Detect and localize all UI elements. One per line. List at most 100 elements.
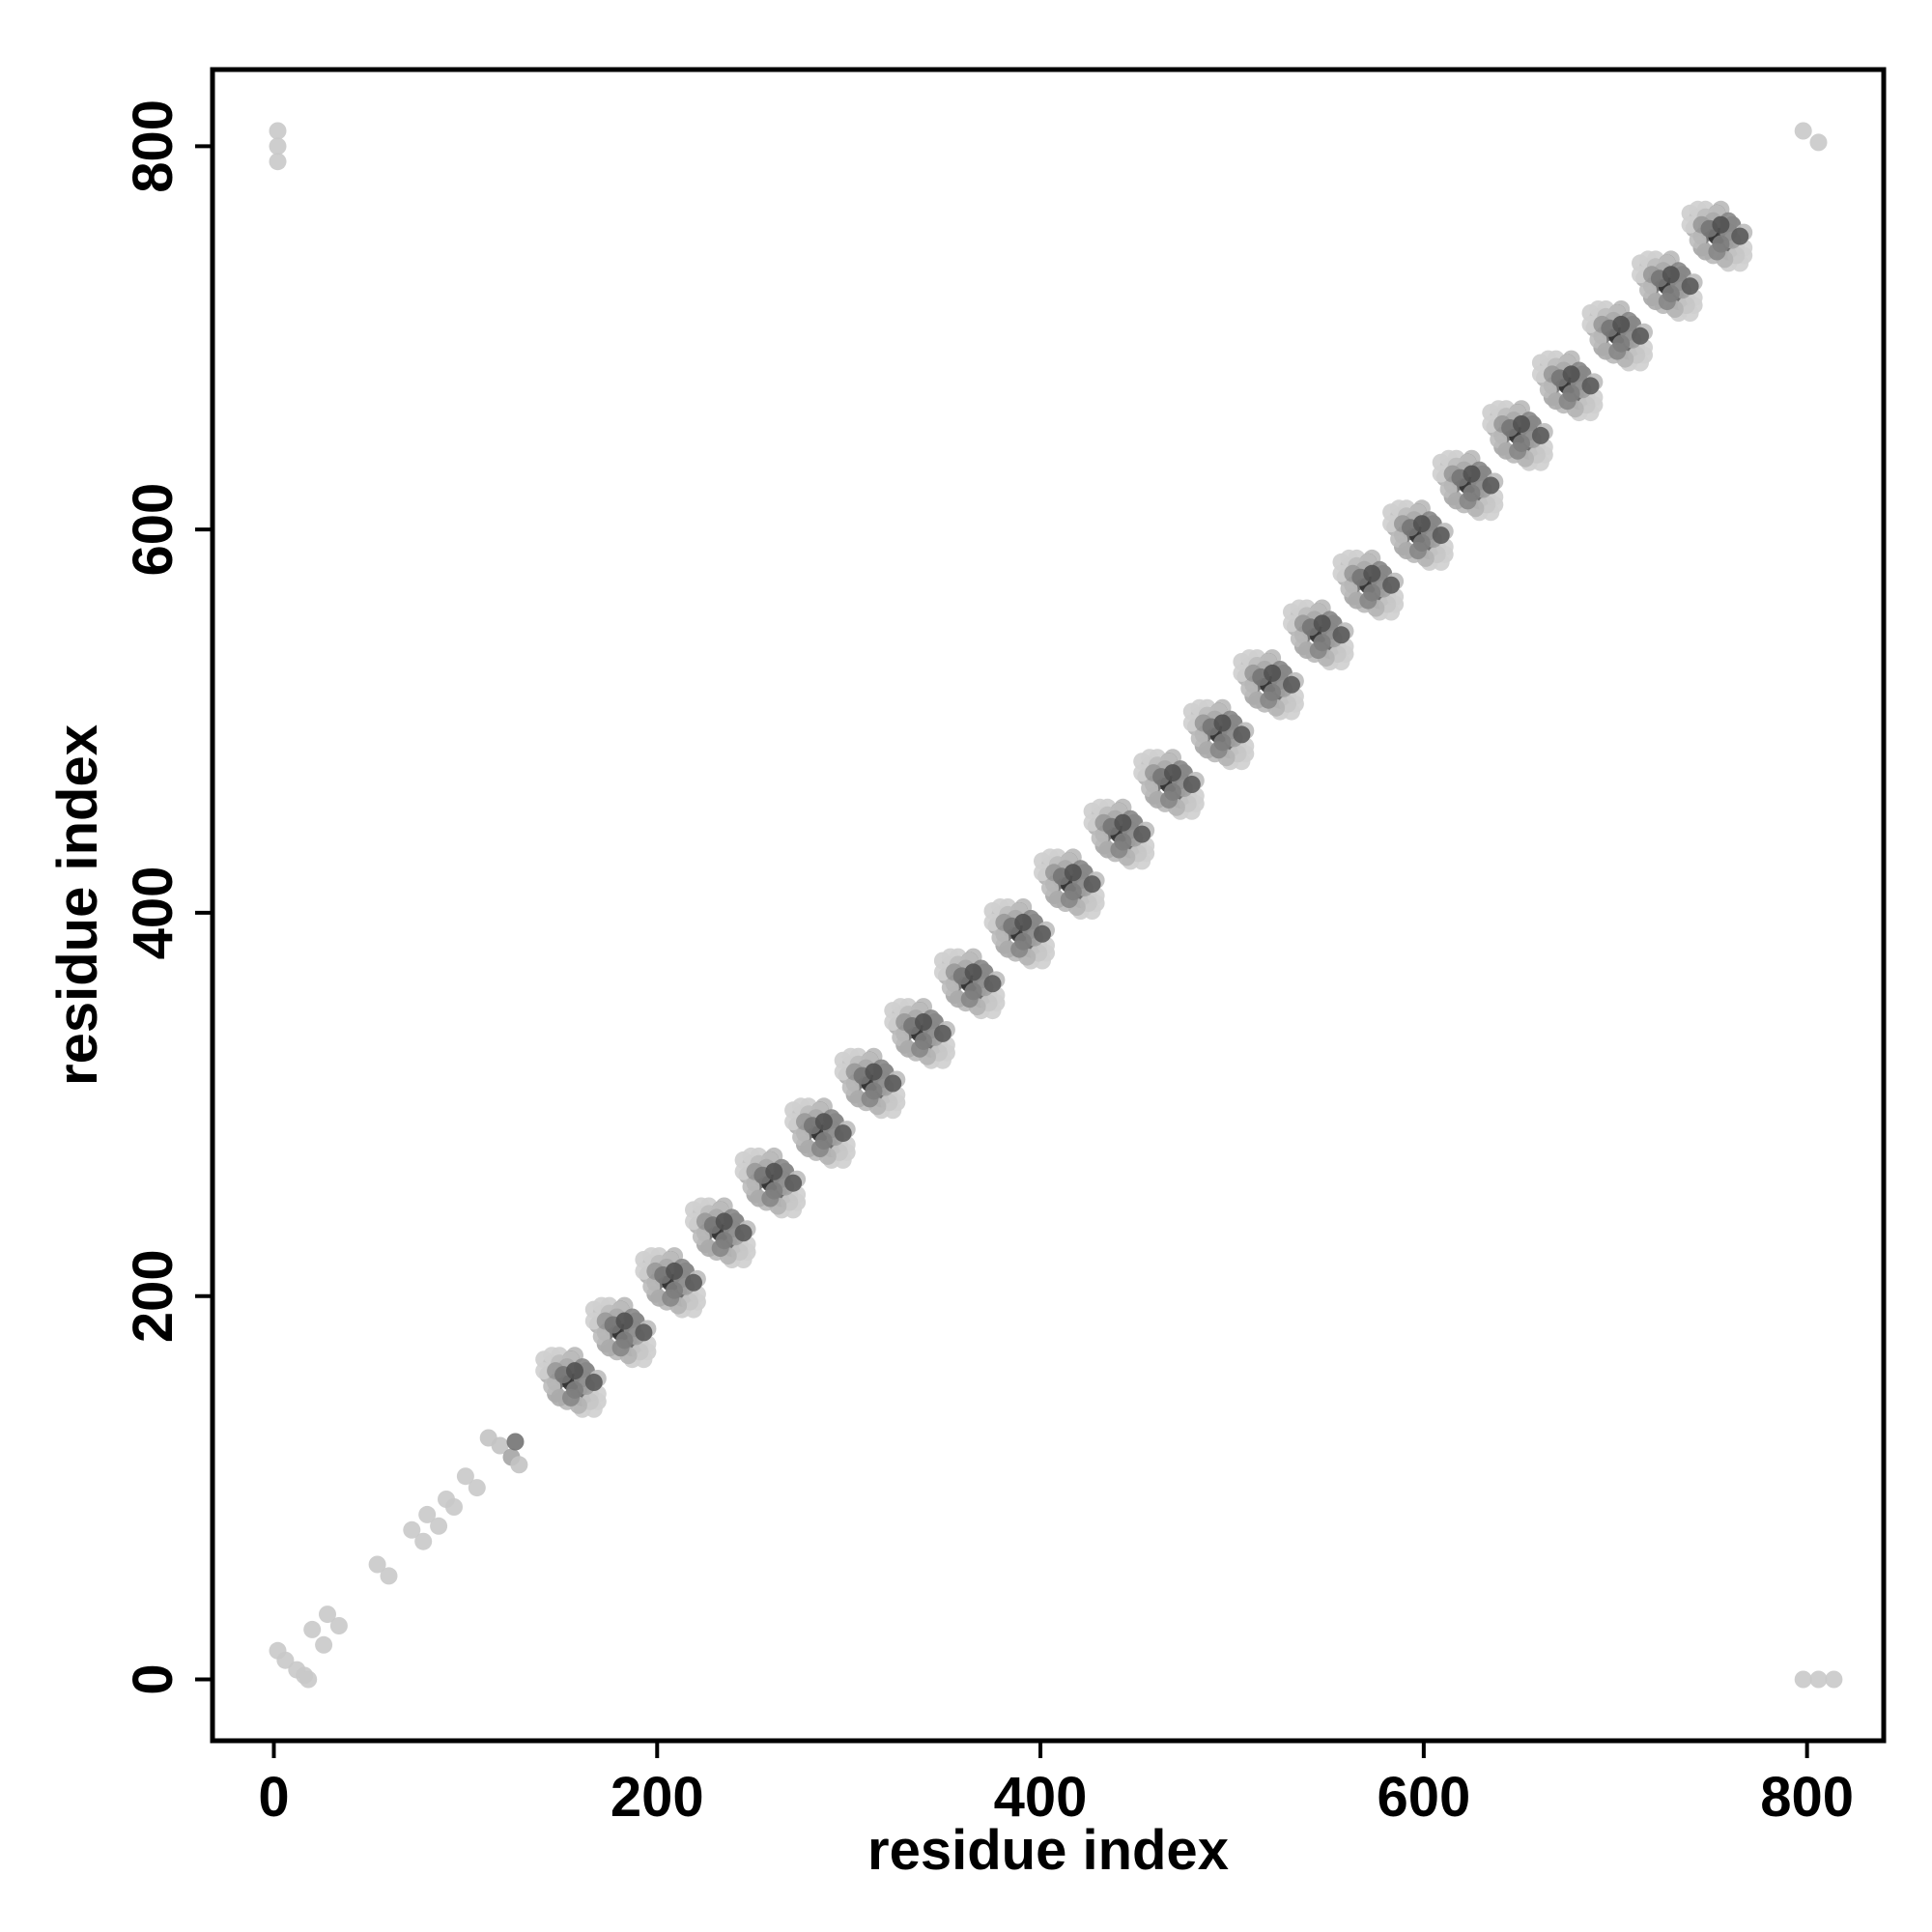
data-point <box>315 1635 333 1654</box>
data-point <box>566 1362 583 1380</box>
data-point <box>368 1555 386 1574</box>
data-point <box>1164 764 1181 782</box>
x-tick-label: 600 <box>1377 1766 1470 1829</box>
data-point <box>734 1224 753 1242</box>
data-point <box>615 1312 634 1330</box>
data-point <box>1213 733 1232 752</box>
data-point <box>1313 634 1331 652</box>
x-tick-label: 400 <box>994 1766 1088 1829</box>
data-point <box>1581 377 1600 395</box>
data-point <box>319 1605 336 1624</box>
data-point <box>666 1262 684 1280</box>
data-point <box>1363 564 1381 582</box>
y-tick-label: 0 <box>122 1663 185 1694</box>
data-point <box>303 1620 322 1638</box>
data-point <box>1681 277 1699 296</box>
data-points <box>269 122 1843 1689</box>
data-point <box>1264 664 1282 682</box>
x-tick-label: 800 <box>1760 1766 1854 1829</box>
x-axis-label: residue index <box>867 1819 1229 1882</box>
data-point <box>269 153 287 171</box>
data-point <box>715 1232 733 1250</box>
data-point <box>1233 725 1251 744</box>
data-point <box>865 1082 883 1100</box>
data-point <box>1632 327 1649 345</box>
data-point <box>430 1517 448 1535</box>
plot-frame <box>210 67 1887 1744</box>
data-point <box>1213 714 1232 732</box>
data-point <box>418 1505 437 1523</box>
data-point <box>1531 426 1549 444</box>
data-point <box>1332 626 1350 644</box>
data-point <box>765 1162 783 1180</box>
data-point <box>1794 1670 1812 1689</box>
x-tick-label: 200 <box>611 1766 704 1829</box>
data-point <box>1612 334 1631 353</box>
data-point <box>1432 526 1450 545</box>
data-point <box>1662 266 1680 284</box>
data-point <box>1164 782 1181 801</box>
data-point <box>865 1063 883 1081</box>
data-point <box>1264 683 1282 701</box>
data-point <box>1412 534 1431 552</box>
data-point <box>1064 864 1082 882</box>
x-axis-ticks: 0 200 400 600 800 <box>258 1741 1854 1829</box>
data-point <box>414 1532 433 1550</box>
data-point <box>1363 583 1381 602</box>
data-point <box>329 1617 348 1634</box>
data-point <box>1513 415 1530 433</box>
data-point <box>1463 484 1481 502</box>
y-tick-label: 200 <box>122 1249 185 1343</box>
data-point <box>964 982 982 1001</box>
data-point <box>1133 825 1151 843</box>
data-point <box>506 1433 525 1451</box>
data-point <box>445 1498 463 1516</box>
y-tick-label: 800 <box>122 99 185 193</box>
y-axis-ticks: 0 200 400 600 800 <box>122 99 213 1695</box>
data-point <box>915 1013 932 1031</box>
data-point <box>814 1132 833 1150</box>
data-point <box>1809 1670 1828 1689</box>
data-point <box>1794 122 1812 140</box>
data-point <box>510 1456 528 1474</box>
data-point <box>1182 776 1201 793</box>
data-point <box>584 1374 603 1391</box>
data-point <box>1034 924 1051 943</box>
data-point <box>1612 315 1631 333</box>
data-point <box>1412 515 1431 533</box>
data-point <box>1662 285 1680 303</box>
data-point <box>1382 576 1401 594</box>
data-point <box>933 1024 952 1042</box>
data-point <box>1283 675 1300 694</box>
data-point <box>1313 614 1331 633</box>
data-point <box>1114 833 1132 851</box>
data-point <box>915 1032 932 1050</box>
data-point <box>635 1323 653 1342</box>
data-point <box>1014 913 1033 931</box>
data-point <box>1482 476 1500 495</box>
data-point <box>1014 932 1033 951</box>
data-point <box>380 1567 398 1585</box>
data-point <box>491 1436 509 1455</box>
data-point <box>1064 883 1082 901</box>
data-point <box>715 1212 733 1231</box>
data-point <box>403 1520 421 1539</box>
data-point <box>964 963 982 981</box>
data-point <box>1731 227 1749 245</box>
y-axis-label: residue index <box>46 724 109 1086</box>
data-point <box>615 1331 634 1350</box>
data-point <box>1825 1670 1843 1689</box>
data-point <box>1114 813 1132 832</box>
data-point <box>1083 875 1101 894</box>
data-point <box>269 122 287 140</box>
data-point <box>1712 215 1730 234</box>
data-point <box>834 1124 852 1143</box>
data-point <box>1562 365 1580 384</box>
data-point <box>1562 384 1580 403</box>
y-tick-label: 600 <box>122 483 185 577</box>
data-point <box>299 1670 318 1689</box>
data-point <box>666 1281 684 1299</box>
x-tick-label: 0 <box>258 1766 289 1829</box>
data-point <box>1712 235 1730 253</box>
